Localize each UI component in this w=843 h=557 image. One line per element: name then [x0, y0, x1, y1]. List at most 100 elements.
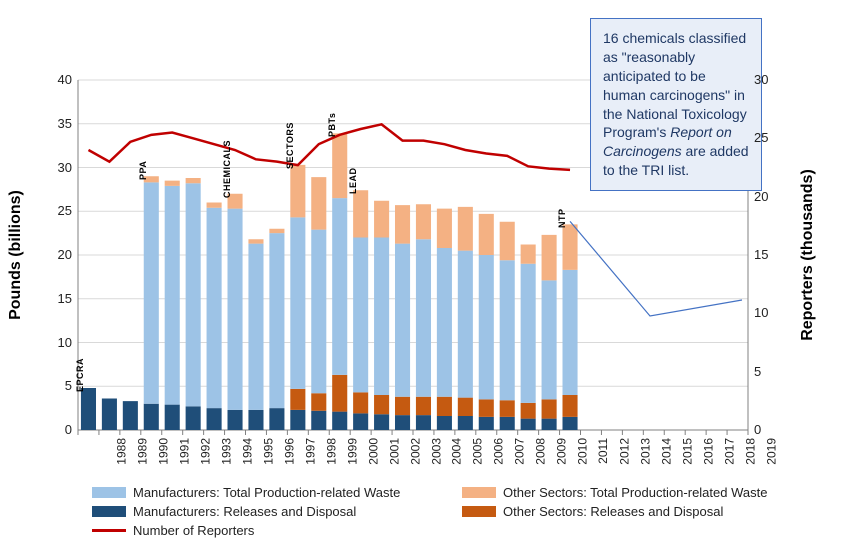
bar-annotation-label: SECTORS	[285, 122, 295, 169]
bar-other_waste	[269, 229, 284, 233]
annotation-leader-line	[570, 221, 742, 316]
bar-mfr_release	[144, 404, 159, 430]
legend-swatch	[92, 487, 126, 498]
bar-other_waste	[562, 224, 577, 270]
annotation-callout: 16 chemicals classified as "reasonably a…	[590, 18, 762, 191]
x-tick-label: 2014	[660, 438, 674, 465]
bar-other_waste	[248, 239, 263, 243]
legend-item-mfr-release: Manufacturers: Releases and Disposal	[92, 504, 462, 519]
bar-other_release	[374, 395, 389, 414]
bar-mfr_waste	[227, 209, 242, 410]
x-tick-label: 2008	[534, 438, 548, 465]
x-tick-label: 2006	[492, 438, 506, 465]
bar-mfr_release	[227, 410, 242, 430]
bar-mfr_waste	[395, 244, 410, 397]
bar-other_waste	[500, 222, 515, 261]
chart-container: Pounds (billions) Reporters (thousands) …	[0, 0, 843, 557]
bar-mfr_waste	[290, 217, 305, 389]
bar-mfr_waste	[479, 255, 494, 399]
bar-mfr_release	[123, 401, 138, 430]
y-left-tick-label: 20	[42, 247, 72, 262]
bar-other_release	[500, 400, 515, 417]
bar-mfr_waste	[521, 264, 536, 403]
y-left-tick-label: 40	[42, 72, 72, 87]
bar-mfr_release	[416, 415, 431, 430]
bar-mfr_release	[269, 408, 284, 430]
bar-mfr_release	[332, 412, 347, 430]
bar-mfr_waste	[500, 260, 515, 400]
bar-mfr_waste	[458, 251, 473, 398]
bar-mfr_waste	[353, 238, 368, 393]
y-right-tick-label: 20	[754, 189, 784, 204]
x-tick-label: 1996	[283, 438, 297, 465]
bar-other_release	[479, 399, 494, 417]
x-tick-label: 2001	[387, 438, 401, 465]
x-tick-label: 1997	[304, 438, 318, 465]
bar-other_waste	[311, 177, 326, 230]
bar-mfr_release	[165, 405, 180, 430]
legend-item-reporters: Number of Reporters	[92, 523, 462, 538]
x-tick-label: 1992	[199, 438, 213, 465]
bar-mfr_waste	[186, 183, 201, 406]
bar-mfr_waste	[248, 244, 263, 410]
x-tick-label: 1993	[220, 438, 234, 465]
legend-item-other-waste: Other Sectors: Total Production-related …	[462, 485, 832, 500]
legend-swatch	[462, 506, 496, 517]
bar-mfr_release	[542, 419, 557, 430]
bar-mfr_release	[437, 416, 452, 430]
bar-mfr_waste	[207, 208, 222, 408]
bar-mfr_release	[395, 415, 410, 430]
bar-mfr_waste	[144, 182, 159, 403]
y-right-tick-label: 30	[754, 72, 784, 87]
y-right-tick-label: 0	[754, 422, 784, 437]
bar-other_waste	[458, 207, 473, 251]
bar-other_release	[542, 399, 557, 418]
bar-mfr_release	[500, 417, 515, 430]
x-tick-label: 2009	[555, 438, 569, 465]
bar-other_waste	[521, 245, 536, 264]
x-tick-label: 1995	[262, 438, 276, 465]
bar-other_waste	[374, 201, 389, 238]
y-right-axis-title: Reporters (thousands)	[799, 169, 817, 341]
bar-other_release	[562, 395, 577, 417]
x-tick-label: 2012	[618, 438, 632, 465]
y-right-tick-label: 5	[754, 364, 784, 379]
y-left-tick-label: 10	[42, 335, 72, 350]
bar-other_release	[395, 397, 410, 415]
x-tick-label: 1991	[178, 438, 192, 465]
bar-other_release	[332, 375, 347, 412]
x-tick-label: 2005	[471, 438, 485, 465]
bar-other_waste	[186, 178, 201, 183]
x-tick-label: 2019	[764, 438, 778, 465]
legend-label: Manufacturers: Total Production-related …	[133, 485, 400, 500]
legend-item-other-release: Other Sectors: Releases and Disposal	[462, 504, 832, 519]
bar-mfr_waste	[332, 198, 347, 375]
legend-label: Number of Reporters	[133, 523, 254, 538]
y-left-tick-label: 30	[42, 160, 72, 175]
x-tick-label: 2002	[408, 438, 422, 465]
bar-other_release	[353, 392, 368, 413]
bar-other_waste	[353, 190, 368, 237]
bar-mfr_release	[290, 410, 305, 430]
legend: Manufacturers: Total Production-related …	[92, 485, 832, 542]
x-tick-label: 2003	[429, 438, 443, 465]
legend-swatch	[462, 487, 496, 498]
bar-mfr_release	[479, 417, 494, 430]
bar-mfr_release	[102, 399, 117, 431]
bar-mfr_release	[374, 414, 389, 430]
bar-other_waste	[207, 203, 222, 208]
y-left-tick-label: 0	[42, 422, 72, 437]
bar-mfr_waste	[437, 248, 452, 397]
bar-mfr_waste	[311, 230, 326, 394]
bar-mfr_waste	[374, 238, 389, 396]
x-tick-label: 2007	[513, 438, 527, 465]
legend-item-mfr-waste: Manufacturers: Total Production-related …	[92, 485, 462, 500]
y-right-tick-label: 10	[754, 305, 784, 320]
bar-other_release	[311, 393, 326, 411]
bar-other_waste	[395, 205, 410, 244]
y-left-tick-label: 5	[42, 378, 72, 393]
bar-mfr_waste	[165, 186, 180, 405]
bar-mfr_release	[207, 408, 222, 430]
legend-label: Other Sectors: Releases and Disposal	[503, 504, 723, 519]
y-left-tick-label: 15	[42, 291, 72, 306]
